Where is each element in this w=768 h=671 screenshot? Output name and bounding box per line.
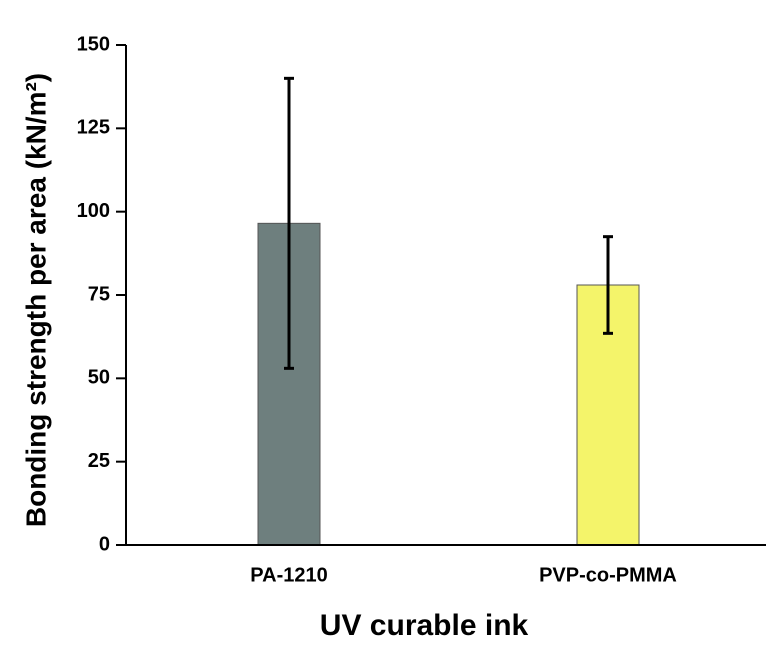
x-axis-label: UV curable ink <box>320 609 529 642</box>
x-tick-label: PA-1210 <box>250 564 327 586</box>
y-tick-label: 50 <box>88 367 110 389</box>
y-tick-label: 100 <box>77 200 110 222</box>
y-tick-label: 25 <box>88 450 110 472</box>
y-tick-label: 75 <box>88 283 110 305</box>
x-tick-label: PVP-co-PMMA <box>539 564 677 586</box>
error-bar <box>603 235 613 335</box>
y-axis-label: Bonding strength per area (kN/m²) <box>20 73 51 527</box>
y-tick-label: 0 <box>99 533 110 555</box>
y-tick-label: 150 <box>77 33 110 55</box>
y-tick-label: 125 <box>77 117 110 139</box>
error-bar <box>284 76 294 370</box>
